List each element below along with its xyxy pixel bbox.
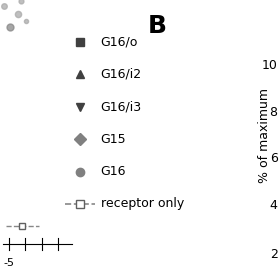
Text: 2: 2 [270, 248, 278, 261]
Text: B: B [147, 14, 166, 38]
Text: G16/i2: G16/i2 [100, 68, 142, 81]
Text: 10: 10 [262, 59, 278, 72]
Text: 4: 4 [270, 199, 278, 212]
Text: receptor only: receptor only [100, 197, 184, 210]
Text: G16: G16 [100, 165, 126, 178]
Text: G16/i3: G16/i3 [100, 100, 142, 113]
Text: 6: 6 [270, 152, 278, 165]
Text: % of maximum: % of maximum [258, 88, 271, 183]
Text: -5: -5 [3, 258, 14, 268]
Text: 8: 8 [270, 105, 278, 119]
Text: G16/o: G16/o [100, 36, 138, 49]
Text: G15: G15 [100, 133, 126, 146]
